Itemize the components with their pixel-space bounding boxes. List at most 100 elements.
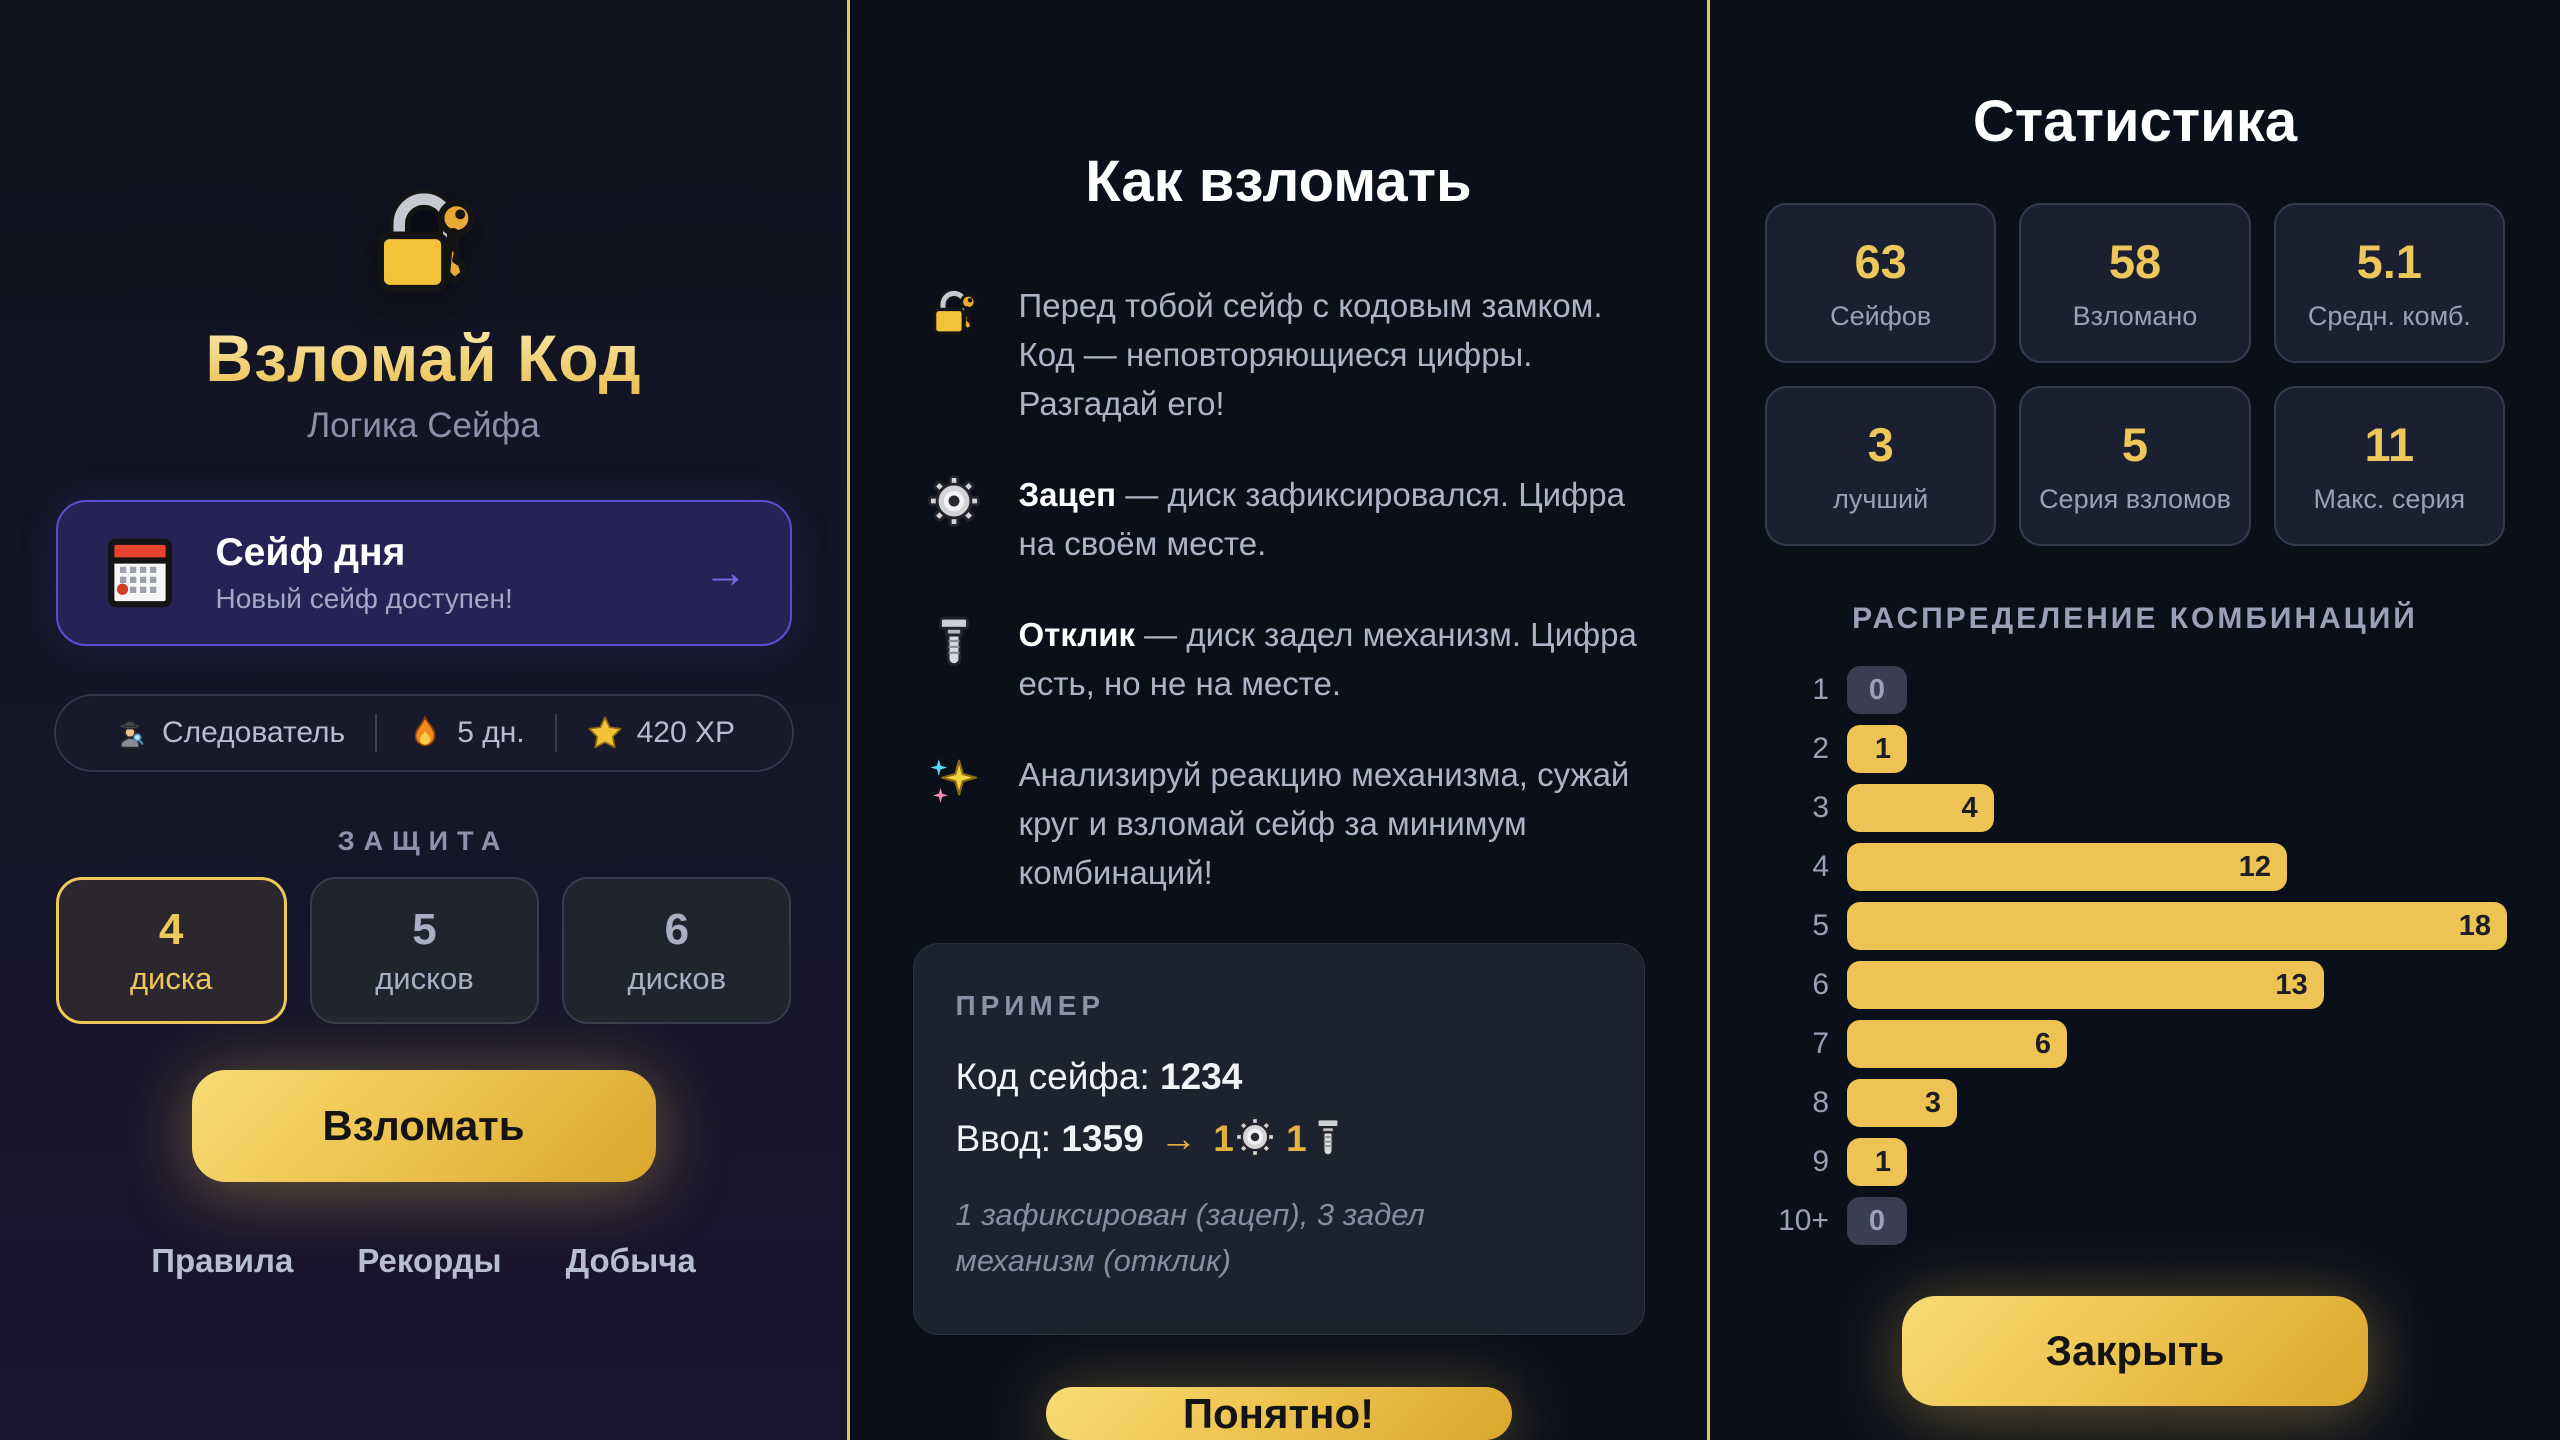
lock-with-key-icon <box>927 285 981 339</box>
stat-card-max-streak: 11 Макс. серия <box>2273 386 2505 546</box>
arrow-right-icon: → <box>703 548 748 597</box>
link-records[interactable]: Рекорды <box>357 1242 502 1279</box>
chart-row: 3 4 <box>1763 784 2507 832</box>
chart-row-label: 1 <box>1812 673 1829 706</box>
chart-bar: 3 <box>1847 1079 1957 1127</box>
stat-card-best: 3 лучший <box>1765 386 1997 546</box>
chart-bar-track: 3 <box>1847 1079 2507 1127</box>
chart-row-label: 9 <box>1812 1145 1829 1178</box>
stat-label: Средн. комб. <box>2307 301 2471 331</box>
chart-bar: 0 <box>1847 666 1907 714</box>
difficulty-value: 5 <box>412 904 437 954</box>
tutorial-body: — диск задел механизм. Цифра есть, но не… <box>1018 616 1637 702</box>
close-button[interactable]: Закрыть <box>1902 1296 2368 1406</box>
chart-bar-track: 1 <box>1847 1138 2507 1186</box>
stat-label: Макс. серия <box>2313 484 2466 514</box>
nut-and-bolt-icon <box>1307 1116 1349 1158</box>
chart-row-label: 4 <box>1812 850 1829 883</box>
tutorial-text: Анализируй реакцию механизма, сужай круг… <box>1019 750 1645 897</box>
nut-and-bolt-icon <box>927 614 981 668</box>
difficulty-word: дисков <box>375 960 474 996</box>
tutorial-item-intro: Перед тобой сейф с кодовым замком. Код —… <box>927 281 1645 428</box>
chart-bar: 1 <box>1847 725 1907 773</box>
difficulty-value: 6 <box>664 904 690 954</box>
gear-icon <box>927 474 981 528</box>
tutorial-panel: Как взломать Перед тобой сейф с кодовым … <box>847 0 1710 1440</box>
tutorial-list: Перед тобой сейф с кодовым замком. Код —… <box>913 281 1645 897</box>
stat-cards: 63 Сейфов 58 Взломано 5.1 Средн. комб. 3… <box>1765 203 2505 546</box>
chart-bar: 18 <box>1847 902 2507 950</box>
player-streak-label: 5 дн. <box>457 716 525 749</box>
statistics-panel: Статистика 63 Сейфов 58 Взломано 5.1 Сре… <box>1710 0 2560 1440</box>
difficulty-options: 4 диска 5 дисков 6 дисков <box>55 877 792 1024</box>
difficulty-word: дисков <box>627 960 727 996</box>
example-echo-count: 1 <box>1286 1118 1307 1159</box>
got-it-button[interactable]: Понятно! <box>1045 1387 1512 1440</box>
statistics-title: Статистика <box>1972 89 2298 154</box>
chart-bar-track: 1 <box>1847 725 2507 773</box>
player-rank-label: Следователь <box>161 716 346 749</box>
stat-value: 5 <box>2121 418 2149 471</box>
example-code-label: Код сейфа: <box>955 1056 1150 1097</box>
chart-bar-track: 0 <box>1847 1197 2507 1245</box>
example-box: ПРИМЕР Код сейфа: 1234 Ввод: 1359 → 1 1 … <box>912 943 1645 1335</box>
protection-label: ЗАЩИТА <box>337 826 510 856</box>
link-loot[interactable]: Добыча <box>565 1242 696 1279</box>
tutorial-text: Зацеп — диск зафиксировался. Цифра на св… <box>1019 470 1645 568</box>
stat-value: 58 <box>2108 235 2162 288</box>
chart-bar-track: 0 <box>1847 666 2507 714</box>
stat-label: Серия взломов <box>2039 484 2231 514</box>
chart-row-label: 6 <box>1812 968 1829 1001</box>
stat-label: Взломано <box>2072 301 2198 331</box>
stat-value: 63 <box>1854 235 1907 288</box>
chart-row: 5 18 <box>1763 902 2507 950</box>
daily-safe-card[interactable]: Сейф дня Новый сейф доступен! → <box>55 500 792 646</box>
chart-bar: 4 <box>1847 784 1994 832</box>
tutorial-term: Отклик <box>1018 616 1136 653</box>
chart-bar: 0 <box>1847 1197 1907 1245</box>
difficulty-option-5[interactable]: 5 дисков <box>309 877 540 1024</box>
distribution-title: РАСПРЕДЕЛЕНИЕ КОМБИНАЦИЙ <box>1852 602 2418 635</box>
chart-row: 6 13 <box>1763 961 2507 1009</box>
difficulty-option-6[interactable]: 6 дисков <box>562 877 792 1024</box>
lock-with-key-icon <box>363 180 485 302</box>
detective-icon <box>112 715 148 751</box>
tutorial-body: Перед тобой сейф с кодовым замком. Код —… <box>1018 287 1603 422</box>
star-icon <box>587 715 623 751</box>
fire-icon <box>407 715 443 751</box>
chart-row: 8 3 <box>1763 1079 2507 1127</box>
link-rules[interactable]: Правила <box>151 1242 294 1279</box>
tutorial-text: Отклик — диск задел механизм. Цифра есть… <box>1019 610 1645 708</box>
player-xp: 420 XP <box>587 715 735 751</box>
difficulty-value: 4 <box>158 904 184 954</box>
app-subtitle: Логика Сейфа <box>307 406 540 445</box>
chart-row: 7 6 <box>1763 1020 2507 1068</box>
tutorial-item-echo: Отклик — диск задел механизм. Цифра есть… <box>927 610 1645 708</box>
chart-row: 9 1 <box>1763 1138 2507 1186</box>
stat-card-safes: 63 Сейфов <box>1765 203 1997 363</box>
chart-bar-track: 4 <box>1847 784 2507 832</box>
chart-bar-track: 13 <box>1847 961 2507 1009</box>
tutorial-item-analyze: Анализируй реакцию механизма, сужай круг… <box>927 750 1645 897</box>
player-rank: Следователь <box>112 715 345 751</box>
chart-row-label: 10+ <box>1778 1204 1829 1237</box>
arrow-right-icon: → <box>1159 1118 1197 1159</box>
footer-links: Правила Рекорды Добыча <box>151 1242 696 1280</box>
chart-bar: 6 <box>1847 1020 2067 1068</box>
chart-bar: 12 <box>1847 843 2287 891</box>
chart-row: 4 12 <box>1763 843 2507 891</box>
difficulty-option-4[interactable]: 4 диска <box>55 877 287 1024</box>
player-streak: 5 дн. <box>407 715 525 751</box>
tutorial-body: — диск зафиксировался. Цифра на своём ме… <box>1018 476 1625 562</box>
chart-bar-track: 12 <box>1847 843 2507 891</box>
example-input-label: Ввод: <box>955 1118 1052 1159</box>
main-menu-panel: Взломай Код Логика Сейфа Сейф дня Новый … <box>0 0 847 1440</box>
sparkles-icon <box>927 754 981 808</box>
tutorial-term: Зацеп <box>1018 476 1117 513</box>
example-code-value: 1234 <box>1160 1056 1243 1097</box>
daily-safe-texts: Сейф дня Новый сейф доступен! <box>216 531 704 615</box>
crack-button[interactable]: Взломать <box>191 1070 656 1182</box>
example-code-line: Код сейфа: 1234 <box>956 1056 1602 1098</box>
difficulty-word: диска <box>129 960 213 996</box>
tutorial-title: Как взломать <box>1085 149 1472 214</box>
